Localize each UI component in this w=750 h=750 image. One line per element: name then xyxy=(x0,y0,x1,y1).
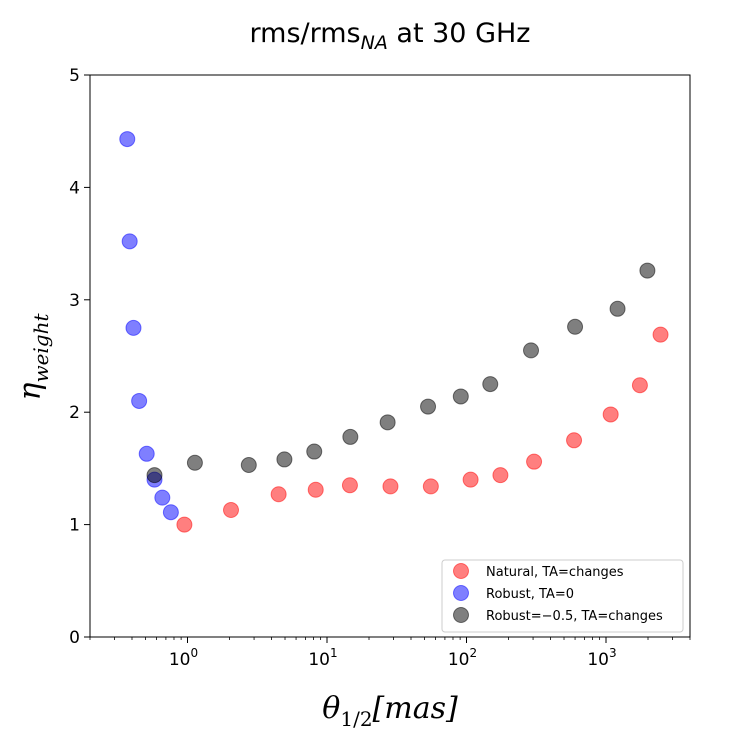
robust-point xyxy=(154,489,171,506)
robust-neg-point xyxy=(276,451,293,468)
robust-neg-point xyxy=(523,342,540,359)
robust-neg-point xyxy=(482,376,499,393)
legend-frame xyxy=(441,559,684,633)
robust-neg-point xyxy=(609,300,626,317)
x-tick-label: 100 xyxy=(169,646,198,670)
x-axis-label: θ1/2[mas] xyxy=(322,691,458,731)
robust-neg-point xyxy=(186,454,203,471)
natural-point xyxy=(652,326,669,343)
robust-point xyxy=(162,504,179,521)
robust-point xyxy=(125,319,142,336)
legend-label-robust-neg: Robust=−0.5, TA=changes xyxy=(486,609,663,624)
robust-point xyxy=(131,392,148,409)
y-tick-label: 0 xyxy=(69,628,80,648)
x-tick-label: 102 xyxy=(448,646,477,670)
natural-point xyxy=(422,478,439,495)
robust-point xyxy=(121,233,138,250)
natural-point xyxy=(631,377,648,394)
robust-neg-point xyxy=(240,457,257,474)
plot-area xyxy=(89,74,691,638)
y-axis: 0 1 2 3 4 5 xyxy=(69,66,90,648)
data-points xyxy=(119,131,669,533)
natural-point xyxy=(602,406,619,423)
robust-point xyxy=(119,131,136,148)
legend-label-natural: Natural, TA=changes xyxy=(486,565,624,580)
legend-marker-robust-neg xyxy=(453,607,469,623)
y-tick-label: 1 xyxy=(69,516,80,536)
y-tick-label: 2 xyxy=(69,403,80,423)
natural-point xyxy=(341,477,358,494)
robust-neg-point xyxy=(452,388,469,405)
robust-neg-point xyxy=(342,428,359,445)
robust-neg-point xyxy=(567,318,584,335)
robust-neg-point xyxy=(146,467,163,484)
natural-point xyxy=(222,501,239,518)
y-tick-label: 3 xyxy=(69,291,80,311)
x-tick-label: 103 xyxy=(587,646,616,670)
robust-neg-point xyxy=(639,262,656,279)
robust-neg-point xyxy=(379,414,396,431)
legend-marker-natural xyxy=(453,563,469,579)
natural-point xyxy=(307,481,324,498)
robust-neg-point xyxy=(306,443,323,460)
y-tick-label: 4 xyxy=(69,178,80,198)
x-tick-label: 101 xyxy=(308,646,337,670)
x-axis: 100 101 102 103 xyxy=(89,637,691,670)
natural-point xyxy=(492,467,509,484)
robust-point xyxy=(138,445,155,462)
legend: Natural, TA=changes Robust, TA=0 Robust=… xyxy=(441,559,684,633)
natural-point xyxy=(382,478,399,495)
natural-point xyxy=(566,432,583,449)
robust-neg-point xyxy=(420,398,437,415)
legend-marker-robust xyxy=(453,585,469,601)
natural-point xyxy=(526,453,543,470)
natural-point xyxy=(270,486,287,503)
legend-label-robust: Robust, TA=0 xyxy=(486,587,574,602)
natural-point xyxy=(176,516,193,533)
y-axis-label: ηweight xyxy=(13,313,53,401)
chart-title: rms/rmsNA at 30 GHz xyxy=(250,18,531,54)
y-tick-label: 5 xyxy=(69,66,80,86)
natural-point xyxy=(462,471,479,488)
